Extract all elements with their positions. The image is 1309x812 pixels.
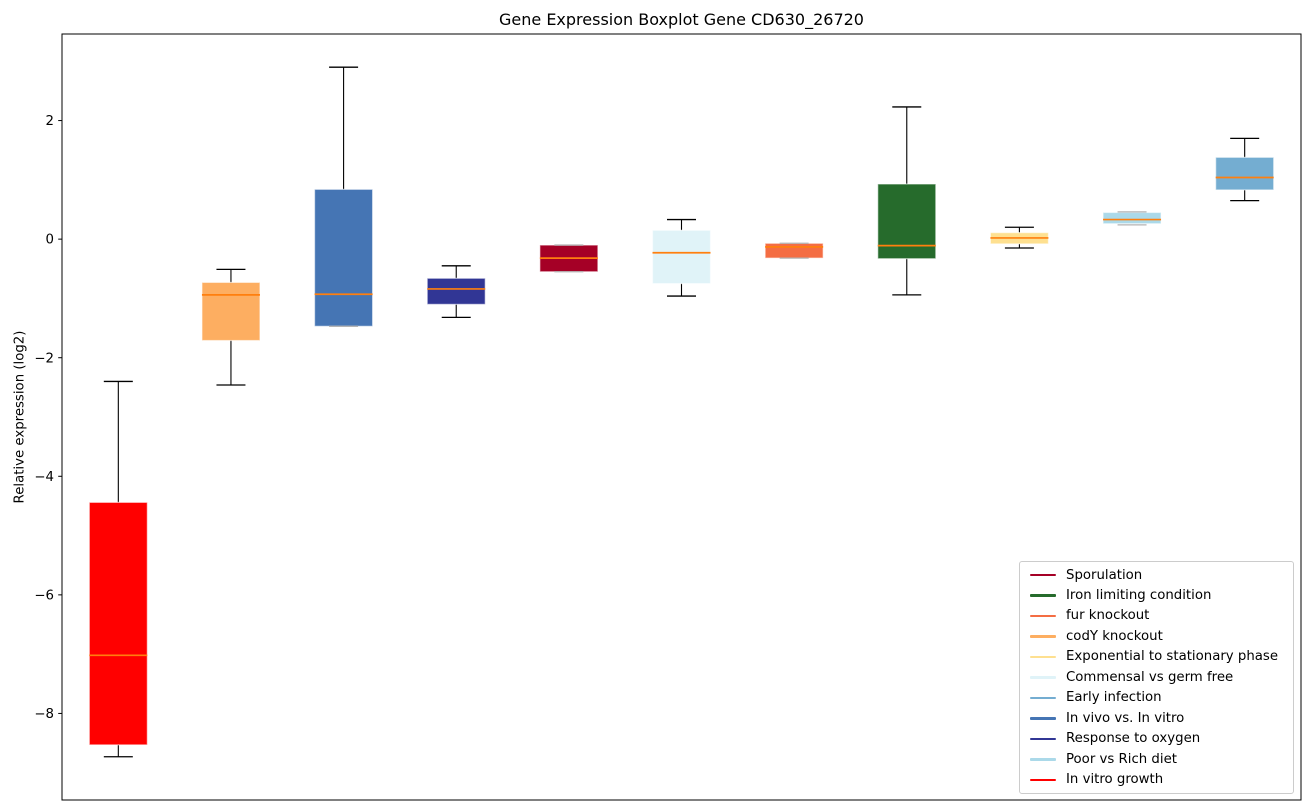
box-fur-knockout xyxy=(764,242,824,259)
y-tick-label: −2 xyxy=(34,351,54,366)
legend-swatch-line xyxy=(1030,594,1056,597)
legend-item: fur knockout xyxy=(1020,608,1293,624)
legend-label: Iron limiting condition xyxy=(1066,588,1212,604)
legend-label: Poor vs Rich diet xyxy=(1066,751,1177,767)
legend-label: In vitro growth xyxy=(1066,772,1164,788)
legend-swatch-line xyxy=(1030,676,1056,679)
box-in-vivo-vs-in-vitro xyxy=(313,188,374,327)
legend-swatch-line xyxy=(1030,655,1056,659)
legend-item: Sporulation xyxy=(1020,567,1293,583)
legend-item: Response to oxygen xyxy=(1020,731,1293,747)
legend-item: In vitro growth xyxy=(1020,773,1293,786)
legend-item: Iron limiting condition xyxy=(1020,589,1293,602)
legend-swatch-line xyxy=(1030,573,1056,577)
box-commensal-vs-germ-free xyxy=(651,229,712,285)
legend-item: Commensal vs germ free xyxy=(1020,671,1293,684)
legend-swatch-line xyxy=(1030,717,1056,720)
y-tick-label: −4 xyxy=(34,470,54,485)
y-tick-label: 2 xyxy=(46,114,54,129)
box-cody-knockout xyxy=(201,281,261,342)
legend-swatch-line xyxy=(1030,778,1056,781)
legend: Sporulation Iron limiting condition fur kn… xyxy=(1019,561,1294,794)
box-poor-vs-rich-diet xyxy=(1102,211,1162,225)
legend-label: In vivo vs. In vitro xyxy=(1066,710,1185,726)
legend-label: Sporulation xyxy=(1066,567,1143,583)
legend-label: Commensal vs germ free xyxy=(1066,669,1234,685)
axes-frame xyxy=(61,33,1302,801)
box-iron-limiting-condition xyxy=(877,183,937,260)
legend-label: fur knockout xyxy=(1066,608,1150,624)
legend-item: Poor vs Rich diet xyxy=(1020,751,1293,767)
legend-swatch-line xyxy=(1030,737,1056,741)
box-response-to-oxygen xyxy=(426,277,486,305)
legend-swatch-line xyxy=(1030,614,1056,618)
legend-label: Early infection xyxy=(1066,690,1162,706)
y-tick-label: −6 xyxy=(34,588,54,603)
legend-swatch-line xyxy=(1030,635,1056,638)
legend-item: Exponential to stationary phase xyxy=(1020,649,1293,665)
legend-item: In vivo vs. In vitro xyxy=(1020,710,1293,726)
box-in-vitro-growth xyxy=(88,501,148,746)
y-tick-label: −8 xyxy=(34,707,54,722)
legend-label: Exponential to stationary phase xyxy=(1066,649,1279,665)
box-early-infection xyxy=(1215,156,1275,191)
legend-item: codY knockout xyxy=(1020,630,1293,643)
legend-swatch-line xyxy=(1030,696,1056,700)
legend-item: Early infection xyxy=(1020,690,1293,706)
y-tick-label: 0 xyxy=(46,233,54,248)
legend-label: Response to oxygen xyxy=(1066,731,1201,747)
legend-label: codY knockout xyxy=(1066,628,1163,644)
chart-title: Gene Expression Boxplot Gene CD630_26720 xyxy=(499,10,864,29)
legend-swatch-line xyxy=(1030,758,1056,761)
